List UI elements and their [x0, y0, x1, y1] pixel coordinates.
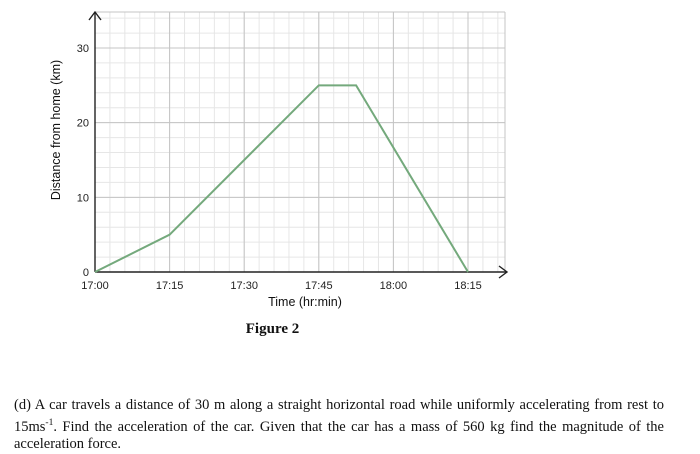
question-text-before: (d) A car travels a distance of 30 m alo…: [14, 397, 664, 435]
x-axis-arrow-icon: [498, 265, 509, 279]
x-tick-label: 17:00: [81, 280, 109, 292]
distance-series-line: [94, 84, 469, 273]
x-tick-labels: 17:00 17:15 17:30 17:45 18:00 18:15: [81, 280, 482, 292]
x-tick-label: 17:45: [305, 280, 333, 292]
y-tick-label: 10: [77, 192, 89, 204]
y-tick-label: 20: [77, 118, 89, 130]
x-axis-label: Time (hr:min): [268, 295, 342, 309]
y-tick-labels: 0 10 20 30: [77, 43, 89, 279]
x-tick-label: 18:15: [454, 280, 482, 292]
y-axis-arrow-icon: [88, 10, 102, 21]
y-tick-label: 0: [83, 267, 89, 279]
y-tick-label: 30: [77, 43, 89, 55]
x-tick-label: 17:15: [156, 280, 184, 292]
question-d: (d) A car travels a distance of 30 m alo…: [14, 397, 664, 453]
question-text-after: . Find the acceleration of the car. Give…: [14, 418, 664, 452]
figure-caption: Figure 2: [245, 321, 300, 337]
x-tick-label: 17:30: [230, 280, 258, 292]
distance-time-chart: 17:00 17:15 17:30 17:45 18:00 18:15 0 10 20 30 T…: [49, 10, 509, 309]
axes: [88, 10, 509, 279]
x-tick-label: 18:00: [380, 280, 408, 292]
question-superscript: -1: [45, 417, 54, 428]
y-axis-label: Distance from home (km): [49, 60, 63, 200]
